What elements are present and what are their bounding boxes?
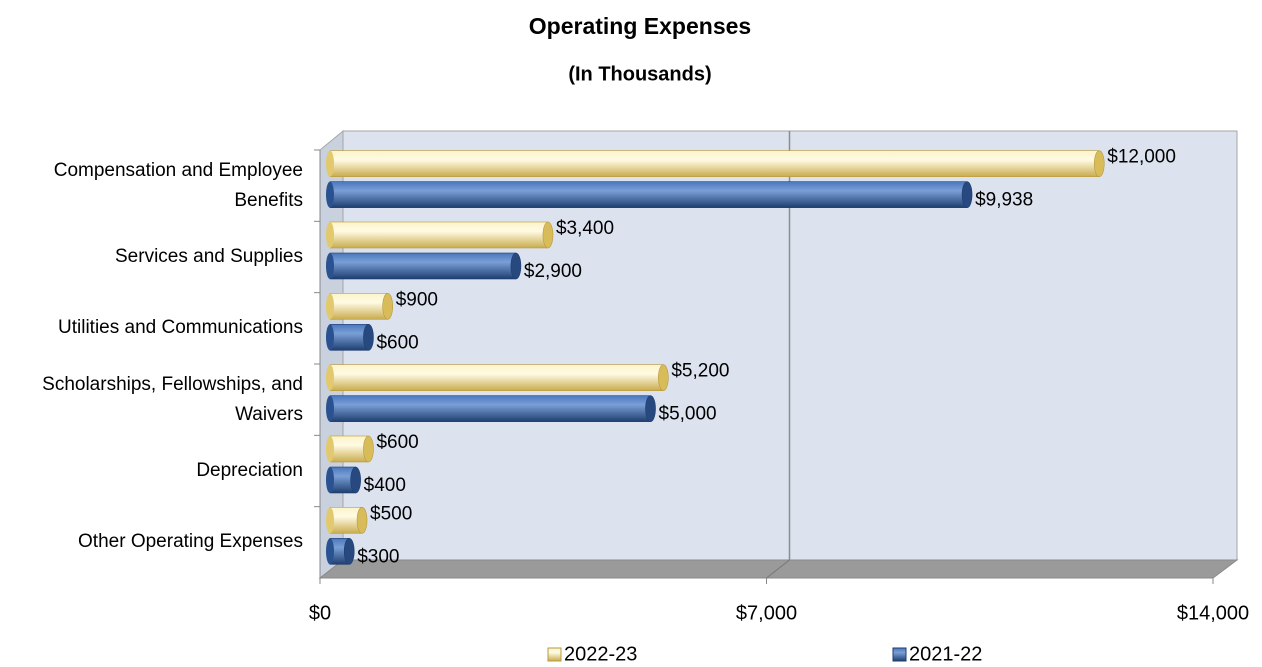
bar — [329, 252, 517, 280]
bar-end-cap — [363, 435, 374, 463]
bar — [329, 324, 369, 351]
bar-start-cap — [326, 222, 334, 248]
data-label: $9,938 — [975, 190, 1033, 211]
data-label: $600 — [376, 332, 418, 353]
legend-swatch — [892, 647, 907, 662]
bar-end-cap — [382, 293, 393, 320]
chart-subtitle: (In Thousands) — [568, 63, 711, 85]
legend-swatch — [547, 647, 562, 662]
legend-label: 2021-22 — [909, 643, 982, 665]
bar-end-cap — [356, 507, 368, 534]
bar-start-cap — [326, 507, 334, 534]
data-label: $3,400 — [556, 218, 614, 239]
data-label: $900 — [396, 289, 438, 310]
bar-end-cap — [961, 181, 973, 208]
data-label: $600 — [376, 432, 418, 453]
bar-start-cap — [326, 324, 334, 351]
bar — [329, 435, 369, 463]
bar — [329, 221, 549, 249]
bar-end-cap — [350, 466, 361, 494]
bar-end-cap — [363, 324, 374, 351]
bar-end-cap — [1093, 150, 1105, 177]
bar-end-cap — [658, 364, 669, 391]
y-tick-label: Services and Supplies — [115, 246, 303, 267]
chart-title: Operating Expenses — [529, 13, 751, 39]
data-label: $2,900 — [524, 261, 582, 282]
y-tick-label: Utilities and Communications — [58, 317, 303, 339]
bar — [329, 150, 1100, 177]
data-label: $5,000 — [659, 404, 717, 425]
y-tick-label: Depreciation — [196, 460, 303, 481]
bar-start-cap — [326, 538, 334, 565]
bar-start-cap — [326, 436, 334, 462]
data-label: $500 — [370, 503, 412, 524]
legend-label: 2022-23 — [564, 643, 637, 665]
bar-end-cap — [343, 538, 355, 565]
bar-start-cap — [326, 395, 334, 422]
x-tick-label: $0 — [309, 602, 331, 624]
data-label: $12,000 — [1107, 147, 1176, 168]
data-label: $300 — [357, 546, 399, 567]
grid-line-floor — [766, 559, 790, 579]
bar-end-cap — [645, 395, 656, 422]
x-tick-label: $14,000 — [1177, 602, 1249, 624]
bar-start-cap — [326, 150, 334, 177]
bar — [329, 181, 968, 208]
y-tick-label: Scholarships, Fellowships, and Waivers — [42, 373, 303, 425]
bar-start-cap — [326, 181, 334, 208]
bar — [329, 293, 388, 320]
data-label: $5,200 — [671, 361, 729, 382]
bar-start-cap — [326, 364, 334, 391]
bar-start-cap — [326, 467, 334, 493]
x-tick-label: $7,000 — [736, 602, 797, 624]
bar-end-cap — [542, 221, 554, 249]
bar-start-cap — [326, 253, 334, 279]
bar — [329, 395, 651, 422]
bar-end-cap — [510, 252, 522, 280]
y-tick-label: Compensation and Employee Benefits — [53, 159, 303, 211]
bar — [329, 364, 664, 391]
data-label: $400 — [364, 475, 406, 496]
y-tick-label: Other Operating Expenses — [78, 531, 303, 553]
bar-start-cap — [326, 293, 334, 320]
